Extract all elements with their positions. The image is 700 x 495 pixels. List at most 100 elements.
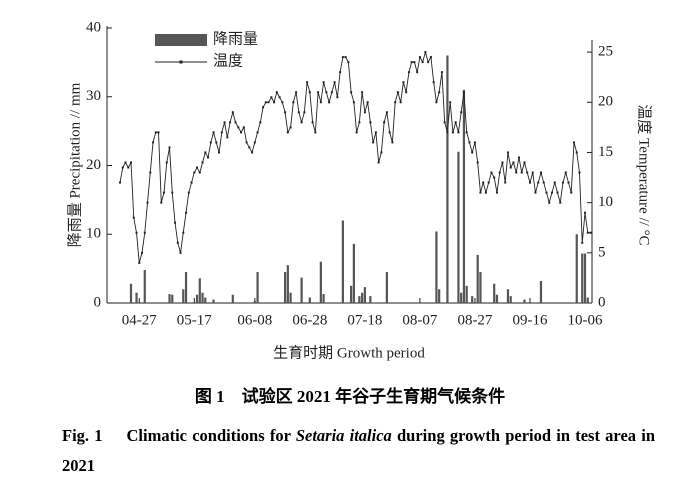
caption-cn: 图 1 试验区 2021 年谷子生育期气候条件	[194, 387, 506, 406]
line-marker	[473, 141, 476, 144]
line-marker	[539, 171, 542, 174]
line-marker	[319, 101, 322, 104]
line-marker	[523, 161, 526, 164]
line-marker	[165, 161, 168, 164]
line-marker	[220, 131, 223, 134]
line-marker	[163, 191, 166, 194]
y2-tick-label: 0	[598, 294, 606, 310]
bar	[358, 296, 361, 303]
line-marker	[253, 141, 256, 144]
line-marker	[427, 61, 430, 64]
line-marker	[495, 191, 498, 194]
x-tick-label: 10-06	[567, 312, 602, 328]
line-marker	[559, 201, 562, 204]
line-marker	[416, 71, 419, 74]
line-marker	[119, 181, 121, 184]
line-marker	[234, 121, 237, 124]
line-marker	[424, 51, 427, 54]
line-marker	[270, 96, 273, 99]
line-marker	[476, 161, 479, 164]
y2-tick-label: 10	[598, 194, 613, 210]
line-marker	[295, 91, 298, 94]
line-marker	[187, 191, 190, 194]
legend-label: 降雨量	[213, 30, 258, 47]
line-marker	[311, 121, 314, 124]
x-tick-label: 09-16	[512, 312, 547, 328]
caption: 图 1 试验区 2021 年谷子生育期气候条件 Fig. 1 Climatic c…	[0, 372, 700, 481]
line-marker	[564, 171, 567, 174]
line-marker	[454, 121, 457, 124]
line-marker	[487, 181, 490, 184]
bar	[198, 278, 201, 303]
bar	[471, 296, 474, 303]
bar	[581, 253, 584, 303]
bar	[143, 270, 146, 303]
line-marker	[317, 91, 320, 94]
line-marker	[300, 121, 303, 124]
bar	[583, 253, 587, 303]
line-marker	[451, 131, 454, 134]
line-marker	[201, 161, 204, 164]
line-marker	[264, 101, 267, 104]
line-marker	[355, 131, 358, 134]
x-tick-label: 08-07	[402, 312, 437, 328]
line-marker	[465, 131, 468, 134]
line-marker	[168, 146, 171, 149]
line-marker	[275, 91, 278, 94]
bar	[465, 285, 468, 303]
caption-text: Climatic conditions for	[126, 426, 296, 445]
bar	[341, 220, 344, 303]
line-marker	[429, 56, 432, 59]
line-marker	[212, 131, 215, 134]
line-marker	[273, 101, 276, 104]
line-marker	[394, 101, 397, 104]
line-marker	[149, 171, 152, 174]
line-marker	[330, 91, 333, 94]
line-marker	[407, 71, 410, 74]
line-marker	[185, 211, 188, 214]
line-marker	[308, 91, 311, 94]
bar	[506, 289, 510, 303]
bar	[352, 243, 355, 303]
line-marker	[413, 61, 416, 64]
bar	[369, 296, 372, 303]
line-marker	[501, 161, 504, 164]
bar	[460, 292, 463, 303]
line-marker	[421, 61, 424, 64]
line-marker	[534, 191, 537, 194]
line-marker	[322, 81, 325, 84]
line-marker	[512, 161, 515, 164]
line-marker	[245, 141, 248, 144]
line-marker	[556, 191, 559, 194]
line-marker	[292, 101, 295, 104]
line-marker	[157, 131, 160, 134]
line-marker	[344, 56, 347, 59]
line-marker	[171, 191, 174, 194]
line-marker	[262, 106, 265, 109]
line-marker	[138, 261, 141, 264]
line-marker	[567, 181, 570, 184]
line-marker	[418, 56, 421, 59]
line-marker	[231, 111, 234, 114]
line-marker	[267, 101, 270, 104]
bar	[493, 283, 496, 303]
line-marker	[328, 101, 331, 104]
y-tick-label: 0	[94, 294, 102, 310]
line-marker	[586, 231, 589, 234]
legend-swatch	[155, 34, 207, 46]
line-marker	[482, 181, 485, 184]
line-marker	[223, 121, 226, 124]
line-marker	[484, 191, 487, 194]
line-marker	[132, 216, 135, 219]
line-marker	[135, 231, 138, 234]
line-marker	[493, 176, 496, 179]
bar	[129, 283, 133, 303]
line-marker	[542, 181, 545, 184]
line-marker	[457, 131, 460, 134]
line-marker	[526, 171, 529, 174]
bar	[182, 289, 185, 303]
bar	[476, 254, 479, 303]
bar	[435, 231, 438, 303]
bar	[256, 272, 259, 303]
line-marker	[347, 61, 350, 64]
